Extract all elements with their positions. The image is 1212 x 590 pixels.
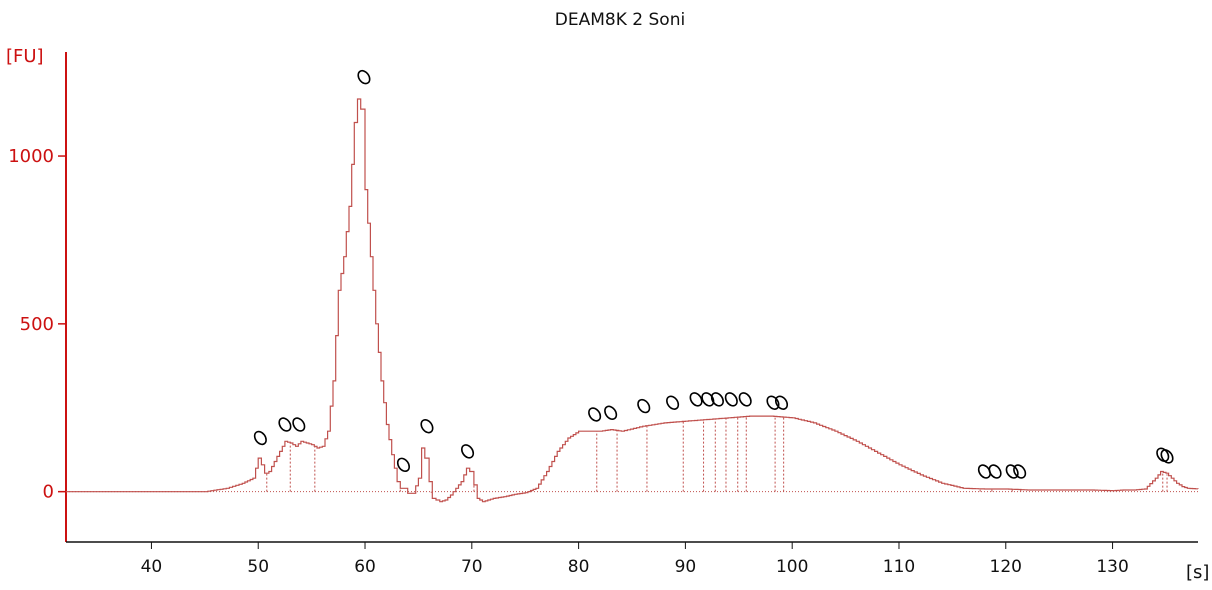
peak-marker [988, 464, 1002, 479]
peak-marker [461, 444, 475, 459]
x-tick-label: 50 [247, 557, 269, 577]
peak-marker [710, 392, 724, 407]
y-tick-label: 500 [20, 314, 54, 335]
chart-title: DEAM8K 2 Soni [555, 10, 685, 30]
peak-marker [357, 69, 371, 85]
peak-marker [278, 417, 292, 432]
x-tick-label: 40 [141, 557, 163, 577]
x-tick-label: 90 [675, 557, 697, 577]
peak-marker [977, 464, 991, 479]
y-tick-label: 0 [43, 482, 54, 503]
y-axis-label: [FU] [6, 46, 44, 67]
peak-marker [253, 430, 267, 446]
x-tick-label: 60 [354, 557, 376, 577]
peak-marker [689, 392, 703, 407]
peak-marker [1160, 449, 1174, 464]
signal-trace [66, 98, 1199, 503]
x-tick-label: 70 [461, 557, 483, 577]
peak-marker [604, 405, 618, 420]
peak-marker [1013, 464, 1027, 479]
peak-marker [724, 392, 738, 407]
peak-marker [588, 407, 602, 422]
x-tick-label: 120 [990, 557, 1022, 577]
x-tick-label: 100 [776, 557, 808, 577]
peak-marker [396, 457, 410, 473]
y-tick-label: 1000 [8, 146, 54, 167]
x-tick-label: 80 [568, 557, 590, 577]
peak-marker [766, 395, 780, 410]
peak-marker [1156, 447, 1170, 462]
peak-marker [666, 395, 680, 410]
peak-marker [420, 419, 434, 434]
x-tick-label: 130 [1096, 557, 1128, 577]
peak-marker [774, 395, 789, 410]
x-axis-label: [s] [1186, 562, 1209, 583]
peak-marker [1005, 464, 1019, 479]
axes: 0 500 1000 40 50 60 70 80 90 100 110 120 130 [8, 52, 1198, 577]
plot-area [66, 69, 1199, 503]
peak-marker [637, 398, 651, 414]
peak-marker [292, 417, 306, 432]
peak-marker [738, 392, 752, 407]
x-tick-label: 110 [883, 557, 915, 577]
